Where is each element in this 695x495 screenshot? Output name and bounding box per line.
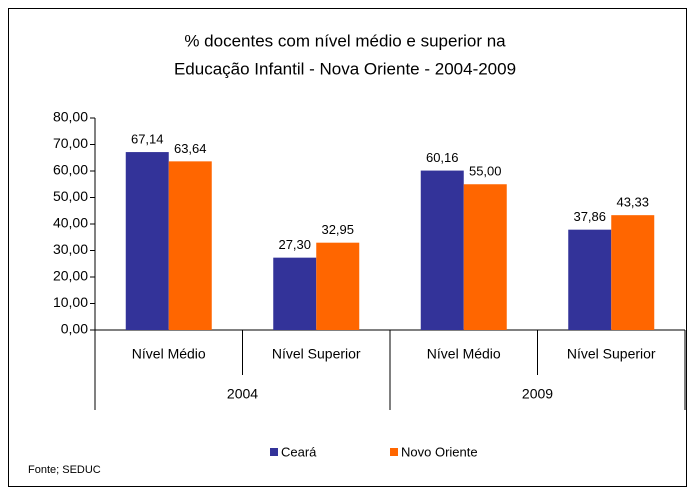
source-note: Fonte; SEDUC <box>28 464 101 476</box>
bar <box>568 229 612 330</box>
value-label: 55,00 <box>469 164 502 179</box>
value-label: 37,86 <box>573 209 606 224</box>
legend-label: Novo Oriente <box>401 444 478 459</box>
value-label: 32,95 <box>321 222 354 237</box>
bar <box>463 184 507 330</box>
bar <box>316 242 360 330</box>
bar <box>611 215 655 330</box>
legend-label: Ceará <box>281 444 317 459</box>
value-label: 43,33 <box>616 195 649 210</box>
y-tick-label: 30,00 <box>53 241 88 257</box>
value-label: 60,16 <box>426 150 459 165</box>
y-tick-label: 20,00 <box>53 268 88 284</box>
bar <box>273 257 317 330</box>
bar <box>168 161 212 330</box>
group-label: 2009 <box>522 386 553 402</box>
y-tick-label: 0,00 <box>61 321 88 337</box>
chart-title: Educação Infantil - Nova Oriente - 2004-… <box>174 59 516 78</box>
legend-swatch <box>270 448 278 456</box>
y-tick-label: 50,00 <box>53 188 88 204</box>
y-tick-label: 10,00 <box>53 294 88 310</box>
value-label: 67,14 <box>131 132 164 147</box>
value-label: 27,30 <box>278 237 311 252</box>
legend-swatch <box>390 448 398 456</box>
chart-title: % docentes com nível médio e superior na <box>184 31 506 50</box>
bar <box>420 170 464 330</box>
group-label: 2004 <box>227 386 258 402</box>
y-tick-label: 60,00 <box>53 162 88 178</box>
x-tick-label: Nível Médio <box>132 346 206 362</box>
value-label: 63,64 <box>174 141 207 156</box>
bar <box>125 152 169 330</box>
x-tick-label: Nível Médio <box>427 346 501 362</box>
x-tick-label: Nível Superior <box>272 346 361 362</box>
y-tick-label: 40,00 <box>53 215 88 231</box>
x-tick-label: Nível Superior <box>567 346 656 362</box>
y-tick-label: 80,00 <box>53 109 88 125</box>
y-tick-label: 70,00 <box>53 135 88 151</box>
